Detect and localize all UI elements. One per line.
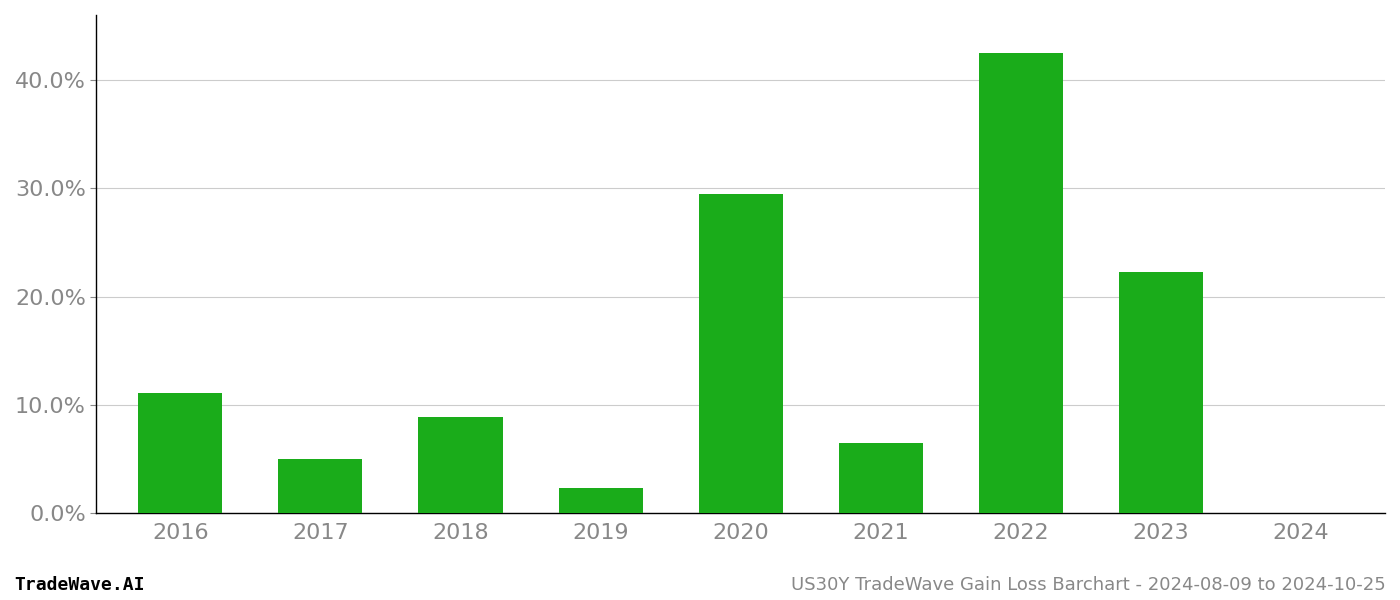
Text: US30Y TradeWave Gain Loss Barchart - 2024-08-09 to 2024-10-25: US30Y TradeWave Gain Loss Barchart - 202… [791,576,1386,594]
Bar [699,194,783,513]
Text: TradeWave.AI: TradeWave.AI [14,576,144,594]
Bar [559,488,643,513]
Bar [979,53,1063,513]
Bar [419,417,503,513]
Bar [1119,272,1203,513]
Bar [839,443,923,513]
Bar [279,459,363,513]
Bar [139,393,223,513]
